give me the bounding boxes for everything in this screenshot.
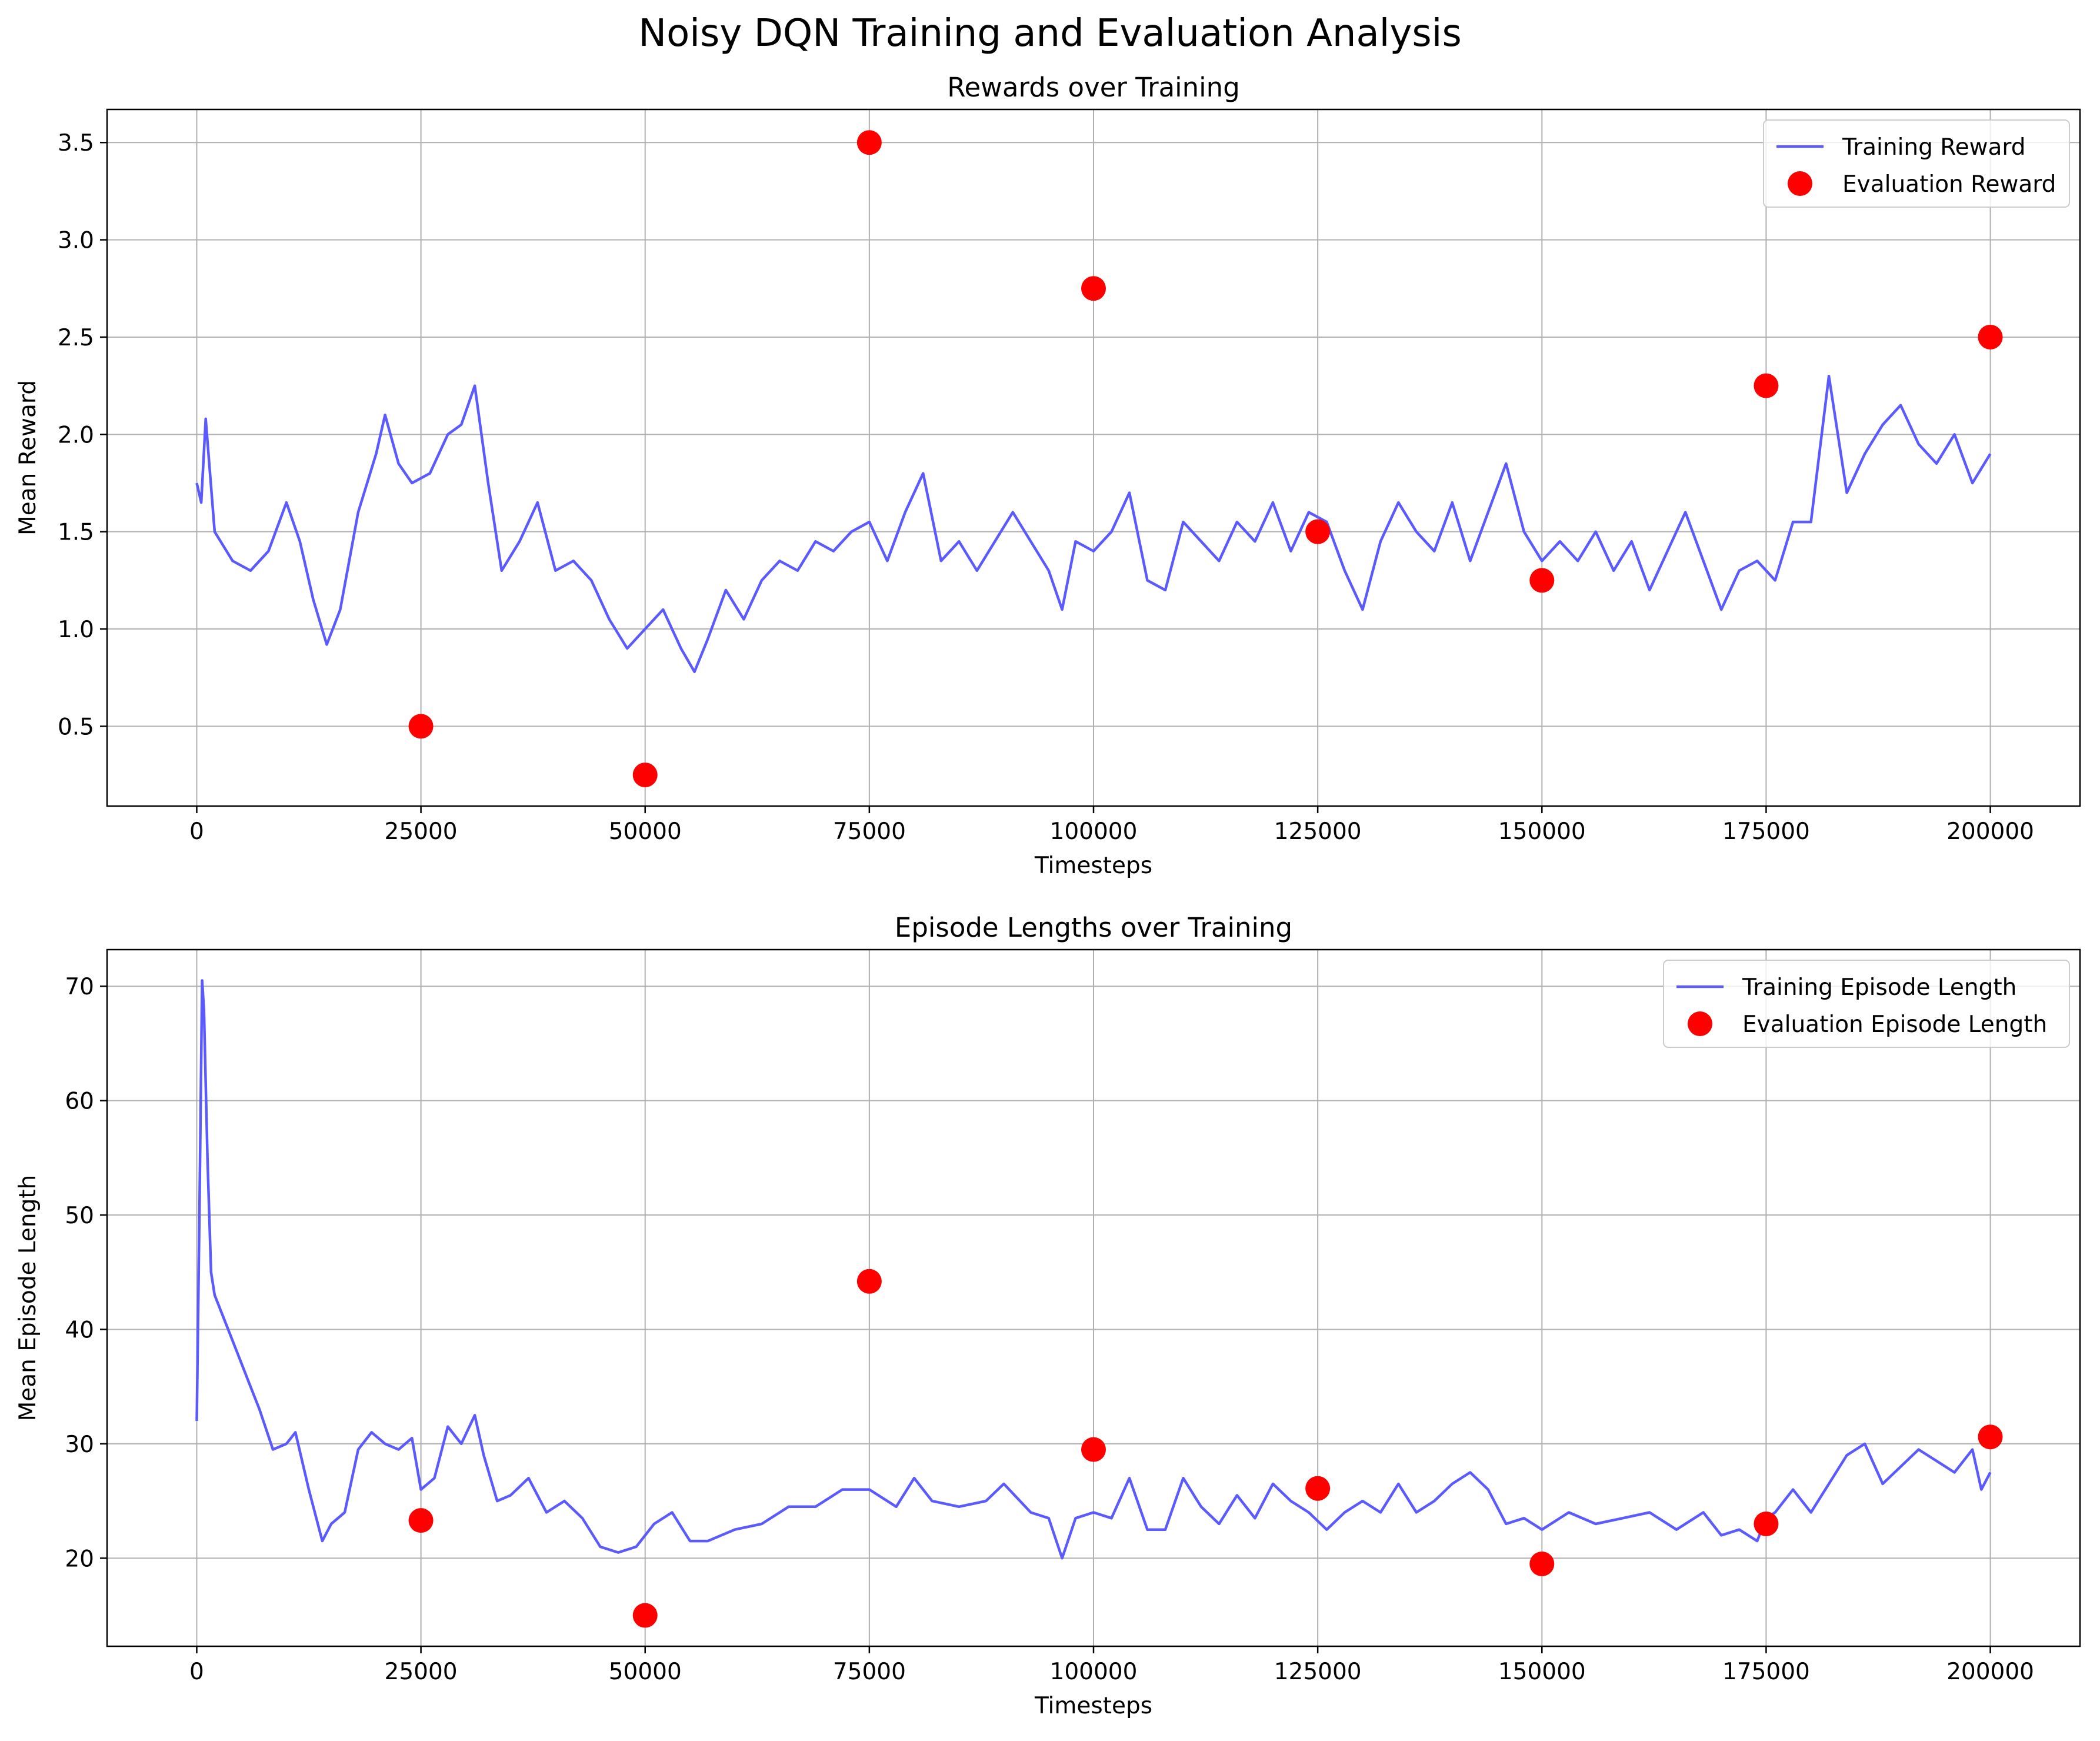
x-tick-label: 175000 — [1722, 818, 1810, 845]
y-axis-label: Mean Reward — [15, 380, 41, 535]
y-tick-label: 70 — [65, 974, 94, 1000]
y-tick-label: 1.0 — [58, 617, 94, 643]
scatter-point-evaluation — [1529, 568, 1555, 593]
series-line-training — [195, 374, 1992, 674]
x-tick-label: 75000 — [833, 818, 906, 845]
x-tick-label: 175000 — [1722, 1659, 1810, 1685]
scatter-point-evaluation — [632, 763, 658, 788]
legend-swatch-marker — [1788, 171, 1812, 196]
scatter-point-evaluation — [1754, 1511, 1779, 1536]
scatter-point-evaluation — [1305, 1476, 1331, 1501]
x-tick-label: 50000 — [609, 1659, 682, 1685]
x-tick-label: 150000 — [1498, 1659, 1586, 1685]
legend: Training Episode Length Evaluation Episod… — [1663, 960, 2070, 1048]
x-tick-label: 200000 — [1946, 1659, 2034, 1685]
legend-label-training: Training Episode Length — [1742, 974, 2016, 1001]
x-tick-label: 200000 — [1946, 818, 2034, 845]
scatter-point-evaluation — [408, 1508, 434, 1533]
x-axis-label: Timesteps — [1034, 1693, 1152, 1719]
scatter-point-evaluation — [856, 1269, 882, 1294]
y-tick-label: 30 — [65, 1432, 94, 1458]
x-tick-label: 0 — [189, 818, 204, 845]
scatter-point-evaluation — [408, 714, 434, 739]
x-tick-label: 50000 — [609, 818, 682, 845]
legend-box — [1763, 119, 2070, 208]
legend-label-training: Training Reward — [1842, 134, 2026, 161]
x-tick-label: 100000 — [1050, 818, 1138, 845]
x-axis-label: Timesteps — [1034, 853, 1152, 879]
x-tick-label: 75000 — [833, 1659, 906, 1685]
y-tick-label: 2.0 — [58, 422, 94, 448]
chart-1: 0 25000 50000 75000 100000 125000 150000 175000… — [15, 72, 2081, 879]
y-tick-label: 3.5 — [58, 130, 94, 157]
x-tick-label: 100000 — [1050, 1659, 1138, 1685]
scatter-point-evaluation — [1081, 1437, 1106, 1462]
scatter-point-evaluation — [856, 130, 882, 155]
figure-title: Noisy DQN Training and Evaluation Analys… — [638, 12, 1462, 55]
y-tick-label: 0.5 — [58, 714, 94, 740]
legend: Training Reward Evaluation Reward — [1763, 119, 2070, 208]
y-tick-label: 50 — [65, 1203, 94, 1229]
x-tick-label: 25000 — [385, 818, 458, 845]
scatter-point-evaluation — [1081, 276, 1106, 301]
chart-2: 0 25000 50000 75000 100000 125000 150000 175000… — [15, 912, 2081, 1719]
x-tick-label: 150000 — [1498, 818, 1586, 845]
scatter-point-evaluation — [1978, 1424, 2003, 1450]
y-tick-label: 40 — [65, 1317, 94, 1343]
y-tick-label: 20 — [65, 1546, 94, 1572]
series-line-training — [195, 979, 1992, 1560]
scatter-point-evaluation — [1978, 324, 2003, 349]
scatter-point-evaluation — [1529, 1552, 1555, 1577]
chart-title: Rewards over Training — [947, 72, 1240, 103]
y-axis-label: Mean Episode Length — [15, 1175, 41, 1422]
y-tick-label: 60 — [65, 1088, 94, 1115]
y-tick-label: 1.5 — [58, 520, 94, 546]
x-tick-label: 25000 — [385, 1659, 458, 1685]
legend-label-evaluation: Evaluation Episode Length — [1742, 1011, 2047, 1038]
y-tick-label: 3.0 — [58, 228, 94, 254]
scatter-point-evaluation — [1754, 373, 1779, 398]
chart-title: Episode Lengths over Training — [895, 912, 1292, 943]
x-tick-label: 125000 — [1274, 1659, 1362, 1685]
scatter-point-evaluation — [632, 1603, 658, 1628]
y-tick-label: 2.5 — [58, 325, 94, 351]
x-tick-label: 125000 — [1274, 818, 1362, 845]
scatter-point-evaluation — [1305, 519, 1331, 544]
legend-swatch-marker — [1688, 1011, 1712, 1036]
x-tick-label: 0 — [189, 1659, 204, 1685]
legend-box — [1663, 960, 2070, 1048]
legend-label-evaluation: Evaluation Reward — [1842, 171, 2056, 198]
